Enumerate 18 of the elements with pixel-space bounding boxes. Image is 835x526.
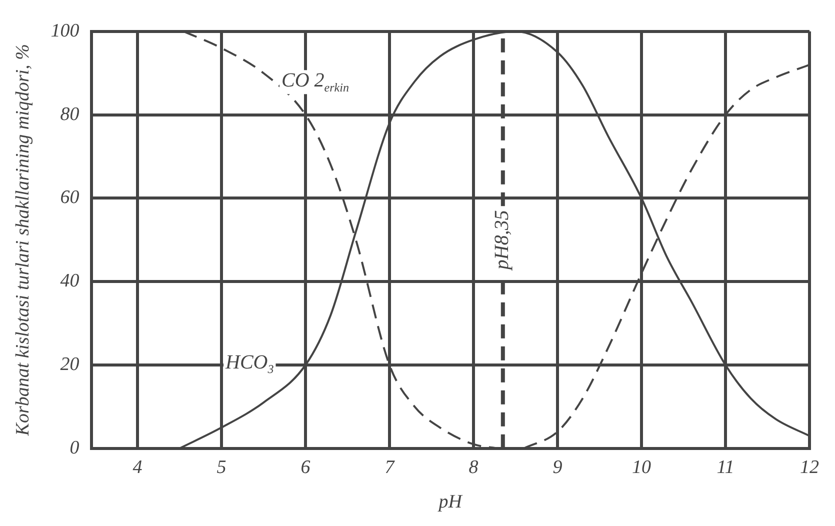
x-tick-label: 4: [132, 456, 143, 478]
y-tick-label: 80: [60, 104, 80, 125]
x-tick-label: 10: [632, 456, 652, 478]
x-axis-title: pH: [436, 492, 464, 513]
x-tick-label: 11: [716, 456, 734, 478]
y-tick-label: 0: [70, 437, 80, 458]
y-tick-label: 20: [60, 354, 80, 375]
y-tick-label: 60: [60, 187, 80, 208]
x-tick-label: 7: [384, 456, 396, 478]
x-tick-label: 9: [552, 456, 563, 478]
x-tick-label: 5: [216, 456, 226, 478]
x-tick-label: 12: [800, 456, 820, 478]
y-axis-title: Korbanat kislotasi turlari shakllarining miqdori, %: [12, 44, 34, 437]
x-tick-label: 6: [300, 456, 311, 478]
y-tick-label: 40: [60, 270, 80, 292]
x-tick-label: 8: [468, 456, 479, 478]
y-tick-label: 100: [50, 20, 80, 42]
ref-line-label: pH8,35: [491, 210, 514, 272]
